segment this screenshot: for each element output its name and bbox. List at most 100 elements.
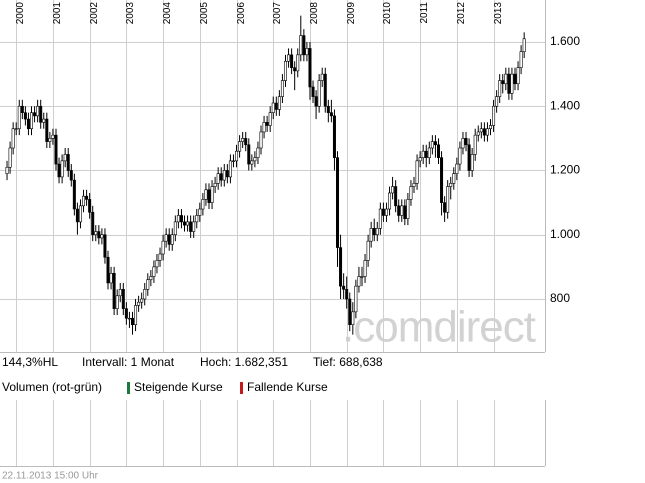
candle-body xyxy=(8,147,12,168)
y-tick-label: 1.400 xyxy=(550,98,580,112)
candle-body xyxy=(222,170,226,181)
legend-label: Steigende Kurse xyxy=(134,380,223,394)
candle-body xyxy=(183,221,187,226)
candle-body xyxy=(152,266,156,277)
legend-swatch xyxy=(240,382,243,394)
candle-body xyxy=(75,208,79,223)
candle-body xyxy=(485,128,489,136)
candle-body xyxy=(354,285,358,313)
candle-body xyxy=(256,147,260,158)
candle-body xyxy=(372,228,376,236)
candle-body xyxy=(97,231,101,239)
candle-body xyxy=(287,54,291,62)
candle-body xyxy=(146,279,150,290)
candle-body xyxy=(179,215,183,223)
candle-body xyxy=(14,128,18,130)
candle-body xyxy=(231,160,235,162)
candle-body xyxy=(118,289,122,297)
candle-body xyxy=(394,186,398,207)
y-tick-label: 800 xyxy=(550,291,570,305)
x-tick-label: 2000 xyxy=(15,2,26,25)
y-tick-label: 1.000 xyxy=(550,227,580,241)
candle-body xyxy=(121,289,125,309)
watermark: .comdirect xyxy=(342,303,536,352)
candle-body xyxy=(519,51,523,68)
candle-body xyxy=(91,211,95,236)
candle-body xyxy=(470,154,474,171)
candle-body xyxy=(339,247,343,287)
candle-body xyxy=(489,125,493,130)
candle-body xyxy=(161,240,165,255)
candle-body xyxy=(103,234,107,258)
candle-body xyxy=(176,215,180,223)
candle-body xyxy=(167,234,171,245)
candle-body xyxy=(57,163,61,178)
x-tick-label: 2001 xyxy=(52,2,63,25)
candle-body xyxy=(443,202,447,213)
candle-body xyxy=(247,144,251,165)
candle-body xyxy=(137,301,141,306)
candle-body xyxy=(23,112,27,120)
candle-body xyxy=(42,118,46,123)
info-high: Hoch: 1.682,351 xyxy=(200,355,288,369)
y-tick-label: 1.200 xyxy=(550,163,580,177)
candle-body xyxy=(170,234,174,245)
candle-body xyxy=(143,289,147,300)
candle-body xyxy=(238,141,242,152)
candle-body xyxy=(60,160,64,178)
candle-body xyxy=(274,102,278,110)
candle-body xyxy=(210,186,214,203)
candle-body xyxy=(320,73,324,81)
x-tick-label: 2005 xyxy=(199,2,210,25)
candle-body xyxy=(433,141,437,146)
timestamp: 22.11.2013 15:00 Uhr xyxy=(2,471,99,482)
candle-body xyxy=(69,170,73,181)
candle-body xyxy=(391,186,395,194)
info-hl: 144,3%HL xyxy=(2,355,58,369)
candle-body xyxy=(492,105,496,126)
y-tick-label: 1.600 xyxy=(550,34,580,48)
candle-body xyxy=(473,134,477,155)
candle-body xyxy=(345,289,349,300)
candle-body xyxy=(85,195,89,200)
x-tick-label: 2002 xyxy=(89,2,100,25)
candle-body xyxy=(283,60,287,81)
candle-body xyxy=(409,186,413,200)
candle-body xyxy=(195,215,199,223)
candle-body xyxy=(72,179,76,210)
candle-body xyxy=(317,80,321,107)
candle-body xyxy=(302,35,306,56)
candle-body xyxy=(427,147,431,158)
candle-body xyxy=(277,96,281,110)
x-tick-label: 2004 xyxy=(162,2,173,25)
candle-body xyxy=(418,157,422,162)
candle-body xyxy=(33,112,37,117)
candle-body xyxy=(452,173,456,184)
candle-body xyxy=(5,166,9,175)
candle-body xyxy=(455,163,459,175)
candle-body xyxy=(26,118,30,130)
candle-body xyxy=(513,73,517,85)
candle-body xyxy=(360,276,364,278)
candle-body xyxy=(106,256,110,284)
candle-body xyxy=(241,138,245,142)
candle-body xyxy=(501,80,505,85)
info-low: Tief: 688,638 xyxy=(313,355,383,369)
candle-body xyxy=(149,276,153,281)
candle-body xyxy=(204,189,208,200)
candle-body xyxy=(78,205,82,223)
candle-body xyxy=(403,205,407,219)
candle-body xyxy=(467,144,471,171)
candle-body xyxy=(213,183,217,187)
candle-body xyxy=(504,73,508,85)
candle-body xyxy=(124,308,128,319)
candle-body xyxy=(158,253,162,261)
candle-body xyxy=(446,186,450,213)
candle-body xyxy=(11,128,15,149)
candle-body xyxy=(201,199,205,210)
candle-body xyxy=(299,35,303,56)
candle-body xyxy=(262,122,266,133)
candle-body xyxy=(207,189,211,203)
candle-body xyxy=(155,260,159,268)
candle-body xyxy=(366,240,370,261)
